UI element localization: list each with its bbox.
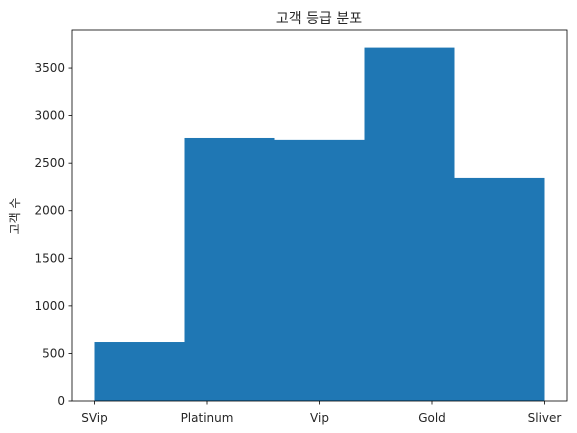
chart-title: 고객 등급 분포 (276, 11, 362, 27)
x-tick-label-4: Sliver (528, 411, 562, 425)
x-tick-label-1: Platinum (181, 411, 234, 425)
bar-1 (184, 137, 275, 401)
bars (94, 47, 545, 401)
x-tick-label-0: SVip (81, 411, 108, 425)
y-tick-label-0: 0 (57, 394, 65, 408)
y-tick-label-1: 500 (42, 346, 65, 360)
y-axis-ticks: 0 500 1000 1500 2000 2500 3000 3500 (34, 61, 72, 408)
y-tick-label-4: 2000 (34, 204, 65, 218)
bar-2 (274, 139, 365, 401)
axes-frame (71, 29, 568, 402)
y-tick-label-6: 3000 (34, 109, 65, 123)
bar-3 (364, 47, 455, 401)
x-tick-label-2: Vip (310, 411, 329, 425)
y-tick-label-7: 3500 (34, 61, 65, 75)
bar-0 (94, 342, 185, 401)
y-tick-label-3: 1500 (34, 251, 65, 265)
y-tick-label-5: 2500 (34, 156, 65, 170)
y-axis-label: 고객 수 (8, 198, 22, 235)
x-tick-label-3: Gold (418, 411, 446, 425)
x-axis-ticks: SVip Platinum Vip Gold Sliver (81, 401, 561, 425)
bar-4 (454, 177, 545, 401)
y-tick-label-2: 1000 (34, 299, 65, 313)
